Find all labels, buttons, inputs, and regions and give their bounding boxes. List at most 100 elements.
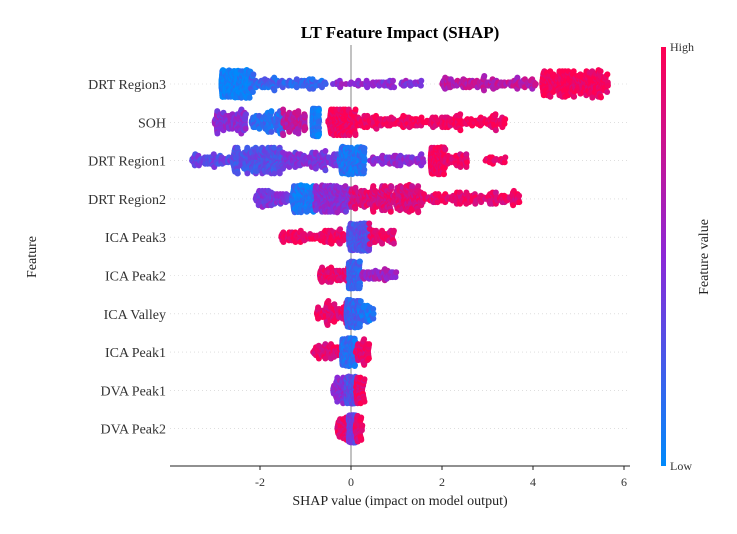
- shap-dot: [532, 81, 539, 87]
- shap-dot: [244, 170, 251, 177]
- shap-dot: [268, 128, 275, 135]
- shap-dot: [331, 301, 338, 308]
- shap-dot: [604, 89, 611, 95]
- shap-dot: [604, 82, 611, 89]
- shap-dot: [550, 71, 557, 78]
- shap-dot: [316, 107, 322, 114]
- shap-dot: [356, 258, 363, 265]
- shap-dot: [417, 82, 424, 89]
- shap-dot: [570, 68, 577, 75]
- shap-dot: [392, 274, 399, 281]
- shap-dot: [589, 94, 596, 101]
- shap-dot: [415, 183, 422, 190]
- shap-dot: [514, 74, 521, 81]
- shap-dot: [463, 164, 470, 170]
- shap-dot: [246, 94, 253, 101]
- shap-dot: [302, 125, 309, 132]
- shap-dot: [457, 127, 464, 134]
- shap-dot: [352, 205, 359, 212]
- shap-dot: [501, 159, 508, 166]
- shap-dot: [502, 154, 509, 161]
- shap-dot: [418, 77, 425, 84]
- shap-dot: [286, 164, 293, 170]
- shap-dot: [243, 111, 249, 118]
- shap-dot: [280, 132, 287, 139]
- shap-dot: [364, 112, 371, 119]
- row-gridlines: [170, 83, 630, 430]
- shap-dot: [352, 106, 359, 113]
- shap-dot: [280, 239, 287, 245]
- shap-dot: [242, 125, 249, 132]
- shap-dot: [352, 184, 359, 191]
- shap-dot: [390, 240, 397, 247]
- shap-dot: [315, 111, 322, 118]
- shap-dot: [388, 183, 395, 190]
- shap-dot: [244, 144, 251, 151]
- dots-layer: [189, 67, 611, 446]
- shap-dot: [271, 87, 278, 94]
- shap-dot: [598, 94, 604, 101]
- shap-dot: [463, 159, 470, 166]
- shap-dot: [361, 166, 368, 173]
- shap-dot: [442, 146, 449, 153]
- shap-dot: [492, 111, 499, 118]
- shap-dot: [379, 240, 386, 247]
- shap-dot: [324, 322, 331, 328]
- chart-title: LT Feature Impact (SHAP): [301, 23, 500, 42]
- shap-dot: [338, 81, 345, 87]
- shap-dot: [295, 108, 302, 115]
- shap-dot: [510, 202, 517, 209]
- shap-dot: [391, 84, 398, 91]
- shap-dot: [481, 87, 487, 94]
- shap-dot: [502, 116, 509, 123]
- shap-dot: [361, 145, 368, 152]
- shap-dot: [271, 144, 278, 151]
- shap-dot: [387, 208, 394, 215]
- shap-dot: [373, 125, 380, 132]
- shap-dot: [492, 189, 499, 196]
- shap-dot: [295, 130, 302, 137]
- shap-dot: [271, 170, 278, 177]
- shap-dot: [234, 170, 241, 177]
- shap-dot: [370, 208, 377, 215]
- shap-dot: [366, 220, 373, 227]
- shap-dot: [409, 183, 416, 190]
- shap-dot: [457, 111, 464, 118]
- shap-dot: [547, 93, 554, 100]
- shap-dot: [357, 282, 363, 289]
- shap-dot: [301, 112, 308, 119]
- shap-dot: [249, 89, 256, 95]
- shap-dot: [409, 207, 416, 214]
- shap-dot: [420, 159, 427, 166]
- shap-dot: [440, 171, 447, 178]
- shap-dot: [214, 130, 221, 137]
- shap-dot: [342, 183, 349, 190]
- shap-dot: [370, 183, 377, 190]
- shap-dot: [463, 151, 470, 158]
- shap-dot: [415, 209, 422, 216]
- shap-dot: [501, 120, 508, 127]
- shap-dot: [418, 151, 425, 158]
- shap-dot: [382, 183, 388, 190]
- shap-dot: [250, 71, 257, 78]
- shap-dot: [276, 170, 283, 177]
- shap-dot: [322, 81, 329, 87]
- shap-dot: [393, 269, 400, 276]
- shap-dot: [343, 208, 349, 215]
- shap-dot: [390, 77, 396, 84]
- shap-dot: [315, 304, 322, 311]
- shap-dot: [516, 199, 523, 206]
- shap-dot: [316, 131, 322, 138]
- shap-dot: [325, 298, 332, 304]
- shap-dot: [322, 167, 329, 174]
- shap-dot: [268, 108, 275, 115]
- shap-dot: [597, 68, 604, 75]
- shap-dot: [364, 124, 371, 131]
- shap-dot: [604, 71, 611, 78]
- shap-dot: [316, 118, 323, 125]
- shap-dot: [352, 132, 359, 139]
- shap-dot: [322, 148, 329, 154]
- shap-dot: [293, 76, 300, 83]
- shap-dot: [571, 93, 578, 100]
